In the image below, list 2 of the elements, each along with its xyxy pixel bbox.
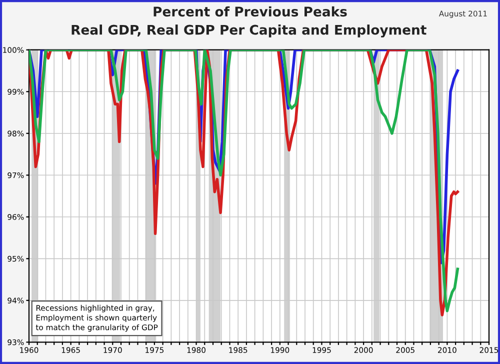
chart-subtitle: Real GDP, Real GDP Per Capita and Employment: [72, 24, 426, 38]
chart-title: Percent of Previous Peaks: [154, 6, 347, 17]
